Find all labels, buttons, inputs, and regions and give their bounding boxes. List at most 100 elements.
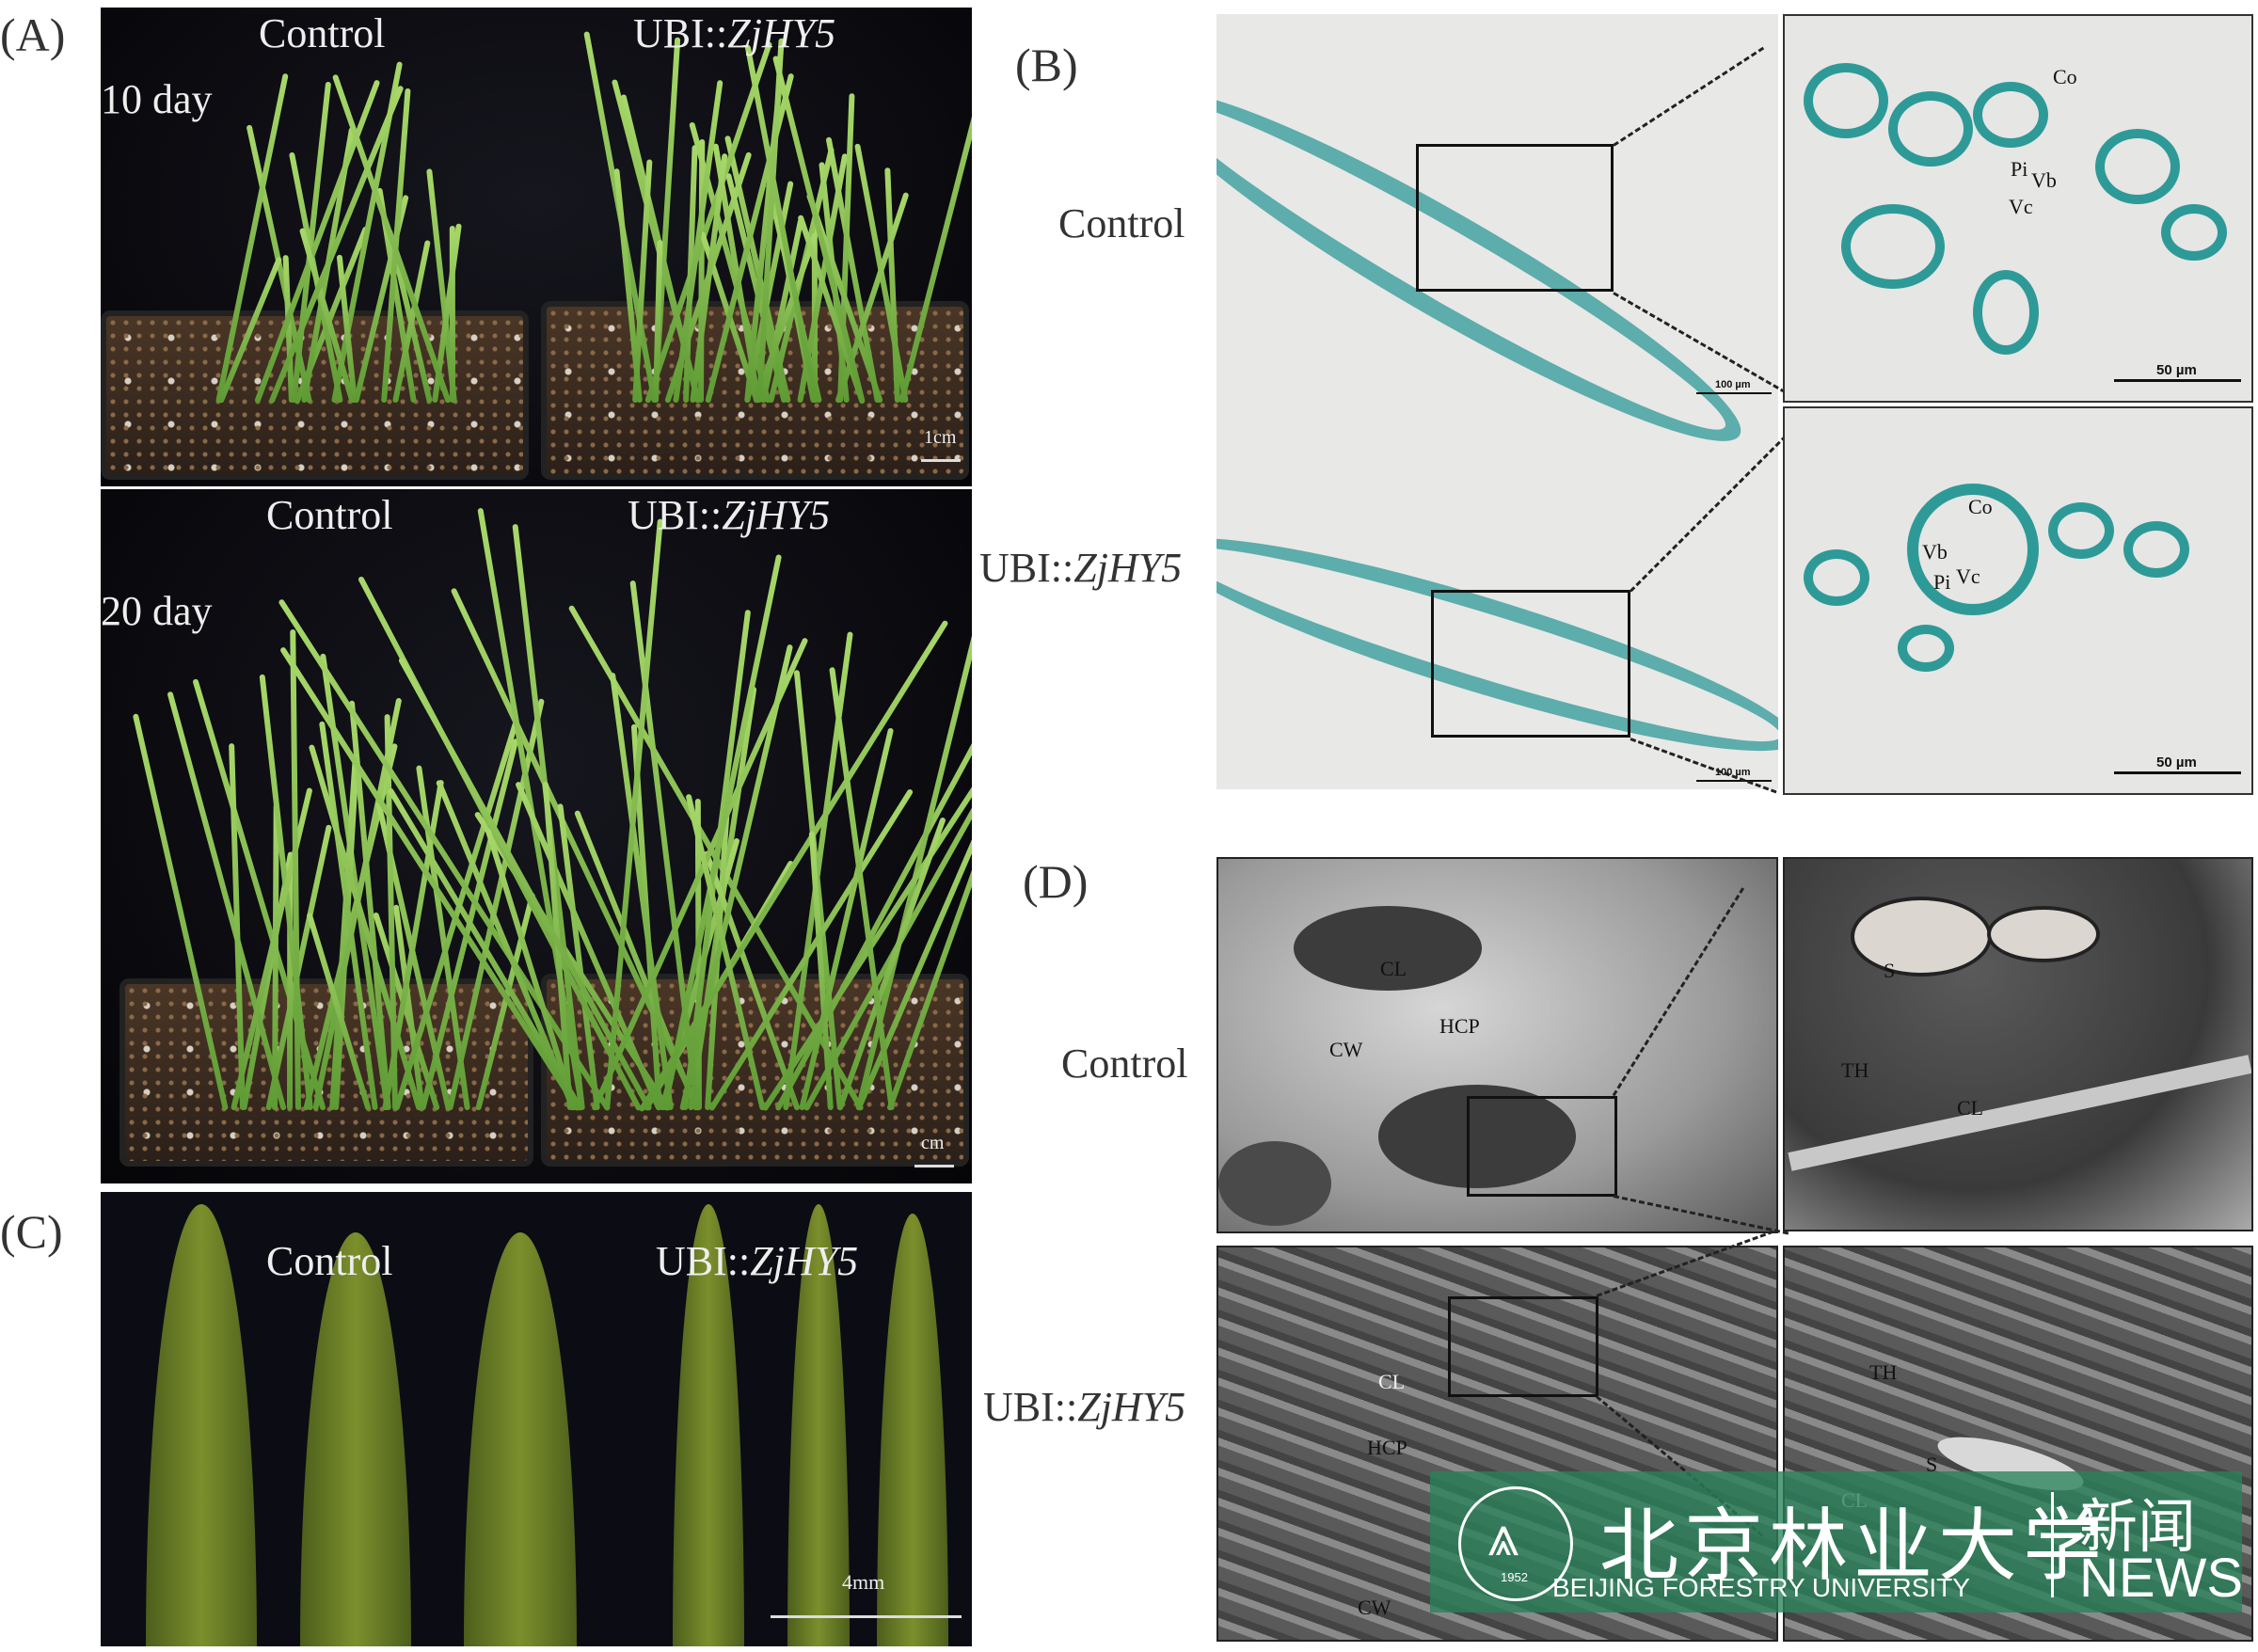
gene: ZjHY5 <box>1077 1384 1186 1430</box>
scale-label: 100 µm <box>1715 767 1751 778</box>
cell <box>2095 129 2180 204</box>
organelle-label: CL <box>1957 1096 1984 1120</box>
scale-bar <box>2114 771 2241 774</box>
panel-label-d: (D) <box>1023 855 1089 908</box>
scale-bar <box>771 1615 962 1618</box>
tissue-label: Co <box>1968 495 1993 518</box>
gene: ZjHY5 <box>722 492 831 538</box>
transgenic-plants <box>277 489 972 1112</box>
panel-label-a: (A) <box>0 8 66 61</box>
cell <box>2161 204 2227 261</box>
chloroplast <box>1378 1085 1576 1188</box>
grass-blade <box>450 225 456 404</box>
panel-label-c: (C) <box>0 1205 63 1258</box>
organelle-label: TH <box>1869 1360 1898 1384</box>
gene: ZjHY5 <box>1073 545 1183 591</box>
university-name-en: BEIJING FORESTRY UNIVERSITY <box>1552 1573 1970 1602</box>
organelle-label: CL <box>1378 1370 1406 1393</box>
tissue-label: Vc <box>2009 195 2033 218</box>
tissue-label: Vb <box>2031 168 2057 192</box>
panel-c-leaf-photo: Control UBI::ZjHY5 4mm <box>101 1192 972 1646</box>
beijing-forestry-university-watermark: ⩓ 1952 北京林业大学 BEIJING FORESTRY UNIVERSIT… <box>1430 1471 2243 1612</box>
b-row-label-control: Control <box>1058 200 1185 246</box>
d-row-label-control: Control <box>1061 1040 1188 1087</box>
panel-label-b: (B) <box>1015 39 1078 91</box>
scale-label: 50 µm <box>2156 362 2197 378</box>
organelle-label: CW <box>1358 1596 1391 1619</box>
panel-a-10day-photo: Control UBI::ZjHY5 10 day 1cm <box>101 8 972 486</box>
transgenic-label: UBI::ZjHY5 <box>633 9 835 57</box>
gene: ZjHY5 <box>750 1238 859 1284</box>
starch-grain <box>1987 906 2100 962</box>
tissue-label: Pi <box>1933 570 1951 594</box>
zoom-box-transgenic <box>1448 1296 1598 1397</box>
starch-grain <box>1851 897 1992 977</box>
chloroplast <box>1294 906 1482 991</box>
zoom-box-control <box>1416 144 1614 292</box>
d-row-label-transgenic: UBI::ZjHY5 <box>983 1383 1185 1431</box>
organelle-label: HCP <box>1439 1014 1480 1038</box>
day-label: 20 day <box>101 588 213 634</box>
cell <box>1841 204 1945 289</box>
control-leaf <box>146 1204 257 1646</box>
scale-label: 1cm <box>924 427 957 448</box>
scale-bar <box>1696 780 1772 782</box>
organelle-label: S <box>1926 1453 1938 1476</box>
cell <box>1973 82 2048 148</box>
zoom-box-control <box>1467 1096 1617 1197</box>
prefix: UBI:: <box>983 1384 1078 1430</box>
panel-b-inset-control: Co Pi Vb Vc 50 µm <box>1783 14 2253 403</box>
news-en: NEWS <box>2079 1548 2243 1609</box>
cell <box>2048 502 2114 559</box>
day-label: 10 day <box>101 76 213 122</box>
scale-bar <box>2114 379 2241 382</box>
transgenic-leaf <box>877 1214 948 1646</box>
organelle-label: HCP <box>1367 1436 1407 1459</box>
control-leaf <box>464 1232 577 1646</box>
organelle-label: CW <box>1329 1038 1363 1061</box>
prefix: UBI:: <box>979 545 1074 591</box>
tissue-label: Vb <box>1922 540 1948 564</box>
scale-label: 50 µm <box>2156 755 2197 770</box>
scale-bar <box>1696 392 1772 394</box>
scale-bar <box>914 1165 954 1168</box>
tissue-label: Pi <box>2011 157 2028 181</box>
grass-blade <box>898 36 972 404</box>
scale-bar <box>921 459 961 462</box>
prefix: UBI:: <box>633 10 728 56</box>
control-label: Control <box>266 492 393 538</box>
tissue-label: Co <box>2053 65 2077 88</box>
panel-d-inset-control: S TH CL <box>1783 857 2253 1231</box>
transgenic-label: UBI::ZjHY5 <box>628 491 830 539</box>
control-plants <box>132 546 546 1111</box>
university-seal-logo: ⩓ 1952 <box>1458 1486 1573 1601</box>
tree-icon: ⩓ <box>1487 1504 1519 1567</box>
cell <box>1888 91 1973 167</box>
scale-label: cm <box>921 1133 945 1153</box>
control-label: Control <box>259 10 386 56</box>
panel-d-control-tem: CL CW HCP <box>1216 857 1778 1233</box>
control-seedlings <box>157 8 515 405</box>
panel-a-20day-photo: Control UBI::ZjHY5 20 day cm <box>101 489 972 1183</box>
control-leaf <box>300 1232 411 1646</box>
b-row-label-transgenic: UBI::ZjHY5 <box>979 544 1182 592</box>
cell <box>1804 549 1869 606</box>
chloroplast <box>1218 1141 1331 1226</box>
tissue-label: Vc <box>1956 564 1980 588</box>
cell <box>2123 521 2189 578</box>
panel-b-inset-transgenic: Co Vb Pi Vc 50 µm <box>1783 406 2253 795</box>
grass-blade <box>217 256 283 405</box>
cell <box>1804 63 1888 138</box>
news-cn: 新闻 <box>2079 1492 2197 1561</box>
prefix: UBI:: <box>628 492 723 538</box>
control-label: Control <box>266 1238 393 1284</box>
panel-b-overview: 100 µm 100 µm <box>1216 14 1778 789</box>
prefix: UBI:: <box>656 1238 751 1284</box>
seal-year: 1952 <box>1501 1570 1528 1584</box>
transgenic-label: UBI::ZjHY5 <box>656 1237 858 1285</box>
scale-label: 4mm <box>842 1570 885 1594</box>
organelle-label: S <box>1884 959 1896 982</box>
university-name-cn: 北京林业大学 <box>1599 1500 2108 1592</box>
divider <box>2051 1492 2054 1597</box>
zoom-box-transgenic <box>1431 590 1630 738</box>
